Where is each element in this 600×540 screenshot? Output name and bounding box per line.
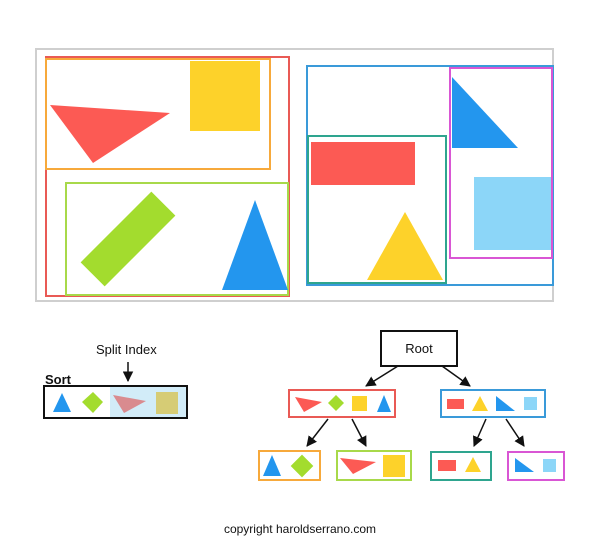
node-yellow-triangle-icon xyxy=(472,396,488,411)
leaf-blue-right-triangle-icon xyxy=(515,458,534,472)
node-blue-right-triangle-icon xyxy=(496,396,515,411)
edge-root-left xyxy=(365,365,399,387)
light-blue-square-shape xyxy=(474,177,551,250)
leaf-magenta-node xyxy=(507,451,565,481)
blue-right-triangle-shape xyxy=(452,77,518,148)
node-green-diamond-icon xyxy=(328,395,344,411)
leaf-red-triangle-icon xyxy=(340,458,376,474)
leaf-yellow-triangle-icon xyxy=(465,457,481,472)
root-node xyxy=(380,330,458,367)
yellow-triangle-shape xyxy=(367,212,443,280)
leaf-teal-node xyxy=(430,451,492,481)
leaf-orange-node xyxy=(258,450,321,481)
yellow-square-shape xyxy=(190,61,260,131)
node-light-blue-square-icon xyxy=(524,397,537,410)
sort-green-diamond-icon xyxy=(82,392,103,413)
leaf-yellow-square-icon xyxy=(383,455,405,477)
sort-array-box xyxy=(43,385,188,419)
teal-bounding-box xyxy=(307,135,447,284)
split-index-label: Split Index xyxy=(96,342,157,357)
copyright-text: copyright haroldserrano.com xyxy=(223,522,377,536)
sort-red-triangle-icon xyxy=(113,395,146,413)
sort-blue-triangle-icon xyxy=(53,393,71,412)
edge-root-right xyxy=(441,365,471,387)
node-yellow-square-icon xyxy=(352,396,367,411)
red-rectangle-shape xyxy=(311,142,415,185)
sort-yellow-square-icon xyxy=(156,392,178,414)
magenta-bounding-box xyxy=(449,67,553,259)
sort-label: Sort xyxy=(45,372,71,387)
left-child-node xyxy=(288,389,396,418)
green-rectangle-shape xyxy=(80,191,176,287)
edge-right-left xyxy=(473,418,487,447)
node-blue-triangle-icon xyxy=(377,395,391,412)
right-child-node xyxy=(440,389,546,418)
leaf-green-node xyxy=(336,450,412,481)
orange-bounding-box xyxy=(45,58,271,170)
node-red-rectangle-icon xyxy=(447,399,464,409)
leaf-green-diamond-icon xyxy=(290,454,314,478)
node-red-triangle-icon xyxy=(295,397,322,412)
edge-left-right xyxy=(351,418,367,447)
red-triangle-shape xyxy=(50,105,170,163)
root-label: Root xyxy=(405,341,433,356)
leaf-red-rectangle-icon xyxy=(438,460,456,471)
leaf-blue-triangle-icon xyxy=(263,455,281,476)
edge-right-right xyxy=(505,418,525,447)
leaf-light-blue-square-icon xyxy=(543,459,556,472)
edge-left-left xyxy=(306,418,329,447)
green-bounding-box xyxy=(65,182,289,296)
blue-triangle-shape xyxy=(222,200,288,290)
